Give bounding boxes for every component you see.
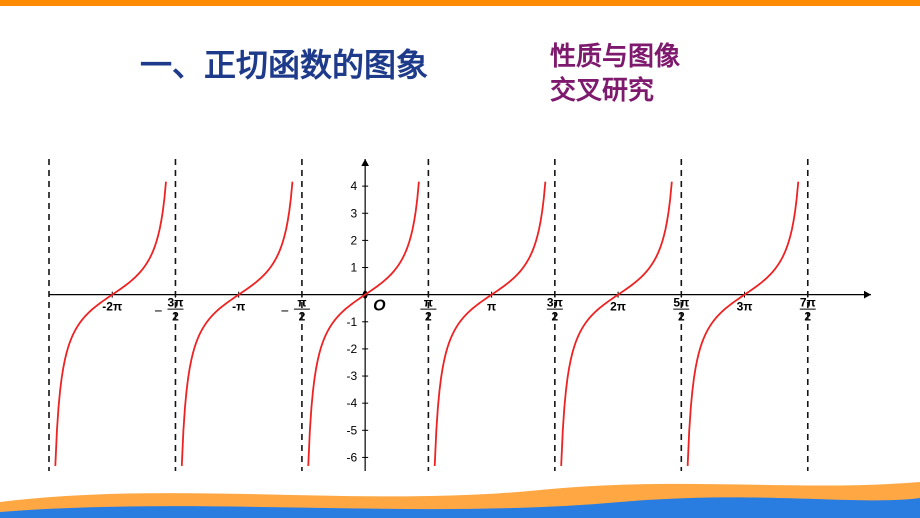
- svg-text:3π: 3π: [737, 300, 753, 314]
- svg-text:2π: 2π: [610, 300, 626, 314]
- svg-text:-2π: -2π: [102, 300, 122, 314]
- title-sub-line2: 交叉研究: [550, 74, 680, 108]
- top-accent-bar: [0, 0, 920, 6]
- title-main: 一、正切函数的图象: [140, 40, 428, 86]
- slide: 一、正切函数的图象 性质与图像 交叉研究 O -6 -5 -4 -3 -2 -1 1 2 3 4 -2…: [0, 0, 920, 518]
- svg-text:O: O: [373, 298, 386, 315]
- svg-text:−: −: [154, 303, 162, 319]
- svg-text:-2: -2: [346, 342, 357, 356]
- title-sub: 性质与图像 交叉研究: [550, 40, 680, 108]
- svg-text:-1: -1: [346, 315, 357, 329]
- svg-text:-4: -4: [346, 396, 357, 410]
- chart-svg: O-6-5-4-3-2-11234-2π3π2−-ππ2−π2π3π22π5π2…: [45, 155, 875, 475]
- svg-text:-3: -3: [346, 369, 357, 383]
- tangent-chart: O-6-5-4-3-2-11234-2π3π2−-ππ2−π2π3π22π5π2…: [45, 155, 875, 475]
- svg-text:3: 3: [350, 206, 357, 220]
- svg-text:π: π: [487, 300, 496, 314]
- svg-text:−: −: [281, 303, 289, 319]
- svg-text:-π: -π: [232, 300, 245, 314]
- header: 一、正切函数的图象 性质与图像 交叉研究: [0, 40, 920, 86]
- svg-text:-5: -5: [346, 423, 357, 437]
- title-sub-line1: 性质与图像: [550, 40, 680, 74]
- svg-text:2: 2: [350, 233, 357, 247]
- svg-text:-6: -6: [346, 450, 357, 464]
- svg-text:1: 1: [350, 261, 357, 275]
- svg-text:4: 4: [350, 179, 357, 193]
- footer-wave: [0, 478, 920, 518]
